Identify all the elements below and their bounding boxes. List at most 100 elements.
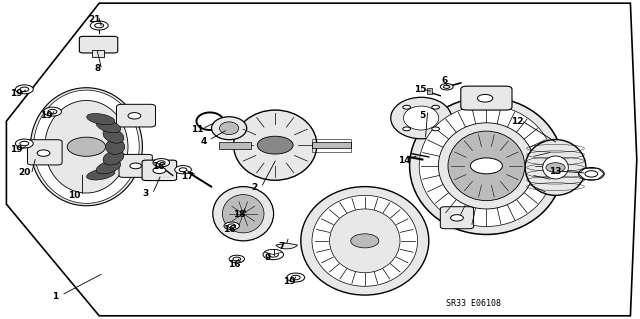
Text: 15: 15 [413, 85, 426, 94]
Polygon shape [6, 3, 637, 316]
Ellipse shape [103, 129, 124, 143]
Text: 21: 21 [88, 15, 101, 24]
Text: 4: 4 [200, 137, 207, 146]
Bar [219, 142, 251, 149]
Bar [312, 142, 351, 148]
Circle shape [291, 275, 300, 280]
Circle shape [451, 215, 463, 221]
Text: 6: 6 [442, 76, 448, 85]
Ellipse shape [34, 90, 140, 204]
Circle shape [585, 171, 598, 177]
Circle shape [224, 222, 239, 230]
Ellipse shape [301, 187, 429, 295]
Circle shape [157, 161, 165, 165]
FancyBboxPatch shape [119, 154, 152, 177]
Circle shape [229, 255, 244, 263]
Text: SR33 E06108: SR33 E06108 [446, 299, 501, 308]
Circle shape [67, 137, 106, 156]
Ellipse shape [410, 97, 563, 234]
Text: 16: 16 [152, 162, 165, 171]
Circle shape [403, 127, 410, 131]
Ellipse shape [330, 209, 400, 273]
Circle shape [130, 163, 141, 169]
Wedge shape [264, 249, 282, 255]
Circle shape [263, 249, 284, 260]
FancyBboxPatch shape [440, 207, 474, 229]
Circle shape [403, 105, 410, 109]
Circle shape [268, 252, 278, 257]
Circle shape [546, 163, 565, 172]
Circle shape [48, 109, 57, 114]
Text: 11: 11 [191, 125, 204, 134]
Ellipse shape [31, 88, 143, 206]
Text: 13: 13 [549, 167, 562, 176]
Circle shape [153, 167, 166, 174]
Ellipse shape [543, 156, 568, 179]
Circle shape [90, 21, 108, 30]
FancyBboxPatch shape [461, 86, 512, 110]
Text: 14: 14 [398, 156, 411, 165]
Text: 2: 2 [252, 183, 258, 192]
Ellipse shape [211, 117, 247, 140]
Bar [312, 139, 351, 152]
Text: 9: 9 [264, 253, 271, 262]
Ellipse shape [525, 140, 586, 195]
Circle shape [257, 136, 293, 154]
Ellipse shape [419, 105, 554, 226]
Ellipse shape [212, 187, 274, 241]
Circle shape [432, 127, 440, 131]
Ellipse shape [448, 131, 525, 201]
Ellipse shape [390, 97, 452, 139]
Circle shape [579, 167, 604, 180]
Text: 19: 19 [283, 277, 296, 286]
Circle shape [351, 234, 379, 248]
FancyBboxPatch shape [142, 160, 177, 181]
Ellipse shape [234, 110, 317, 180]
Circle shape [470, 158, 502, 174]
Ellipse shape [96, 161, 121, 174]
Text: 16: 16 [223, 225, 236, 234]
Ellipse shape [86, 169, 115, 180]
FancyBboxPatch shape [28, 140, 62, 165]
Circle shape [20, 141, 29, 146]
FancyBboxPatch shape [79, 36, 118, 53]
Ellipse shape [312, 195, 417, 286]
Text: 10: 10 [68, 191, 81, 200]
Circle shape [20, 87, 29, 92]
Circle shape [179, 168, 187, 172]
Ellipse shape [438, 123, 534, 209]
Ellipse shape [103, 150, 124, 165]
Circle shape [95, 23, 104, 28]
Circle shape [432, 105, 440, 109]
Text: 19: 19 [40, 111, 52, 120]
Text: 1: 1 [52, 292, 58, 300]
Circle shape [444, 85, 450, 88]
Circle shape [477, 94, 493, 102]
Ellipse shape [96, 120, 121, 133]
Ellipse shape [86, 114, 115, 125]
Text: 7: 7 [278, 242, 285, 251]
Circle shape [37, 150, 50, 156]
Text: 8: 8 [94, 64, 100, 73]
Circle shape [233, 257, 241, 261]
Text: 20: 20 [18, 168, 31, 177]
Bar [92, 50, 104, 57]
Text: 17: 17 [180, 172, 193, 181]
Ellipse shape [223, 195, 264, 233]
Circle shape [153, 159, 170, 167]
Text: 16: 16 [228, 260, 241, 269]
Text: 5: 5 [419, 111, 426, 120]
Ellipse shape [404, 106, 439, 130]
Text: 18: 18 [233, 210, 246, 219]
Ellipse shape [220, 122, 239, 135]
Circle shape [44, 107, 61, 116]
Bar [427, 88, 432, 94]
Circle shape [15, 139, 33, 148]
Circle shape [175, 166, 191, 174]
Circle shape [228, 224, 236, 228]
Wedge shape [276, 243, 298, 249]
FancyBboxPatch shape [116, 104, 156, 127]
Circle shape [15, 85, 33, 94]
Text: 3: 3 [143, 189, 149, 198]
Circle shape [440, 84, 453, 90]
